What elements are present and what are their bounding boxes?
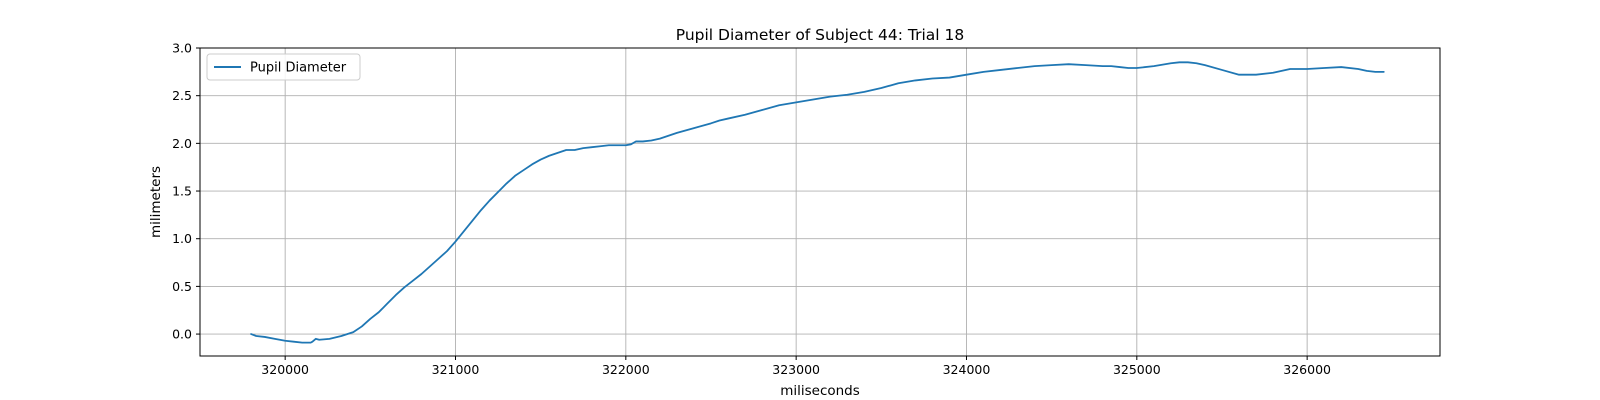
x-tick-label: 321000 — [432, 362, 480, 377]
x-tick-label: 325000 — [1113, 362, 1161, 377]
x-axis-label: miliseconds — [780, 383, 860, 399]
chart-title: Pupil Diameter of Subject 44: Trial 18 — [676, 26, 965, 44]
series-layer — [250, 61, 1385, 344]
y-tick-label: 1.5 — [172, 184, 192, 199]
y-tick-label: 0.0 — [172, 327, 192, 342]
legend: Pupil Diameter — [206, 53, 361, 81]
y-tick-label: 3.0 — [172, 41, 192, 56]
x-tick-label: 324000 — [943, 362, 991, 377]
y-tick-label: 0.5 — [172, 279, 192, 294]
y-tick-label: 2.0 — [172, 136, 192, 151]
y-axis-ticks: 0.0 0.5 1.0 1.5 2.0 2.5 3.0 — [172, 41, 200, 342]
y-tick-label: 1.0 — [172, 231, 192, 246]
y-tick-label: 2.5 — [172, 88, 192, 103]
x-axis-ticks: 320000 321000 322000 323000 324000 325000 3260… — [261, 356, 1331, 377]
x-tick-label: 320000 — [261, 362, 309, 377]
x-tick-label: 322000 — [602, 362, 650, 377]
grid — [200, 47, 1440, 356]
x-tick-label: 326000 — [1283, 362, 1331, 377]
y-axis-label: milimeters — [148, 166, 164, 238]
plot-frame — [199, 47, 1441, 357]
legend-box — [206, 53, 361, 81]
x-tick-label: 323000 — [772, 362, 820, 377]
series-line-0 — [250, 61, 1385, 344]
legend-label: Pupil Diameter — [250, 61, 347, 76]
